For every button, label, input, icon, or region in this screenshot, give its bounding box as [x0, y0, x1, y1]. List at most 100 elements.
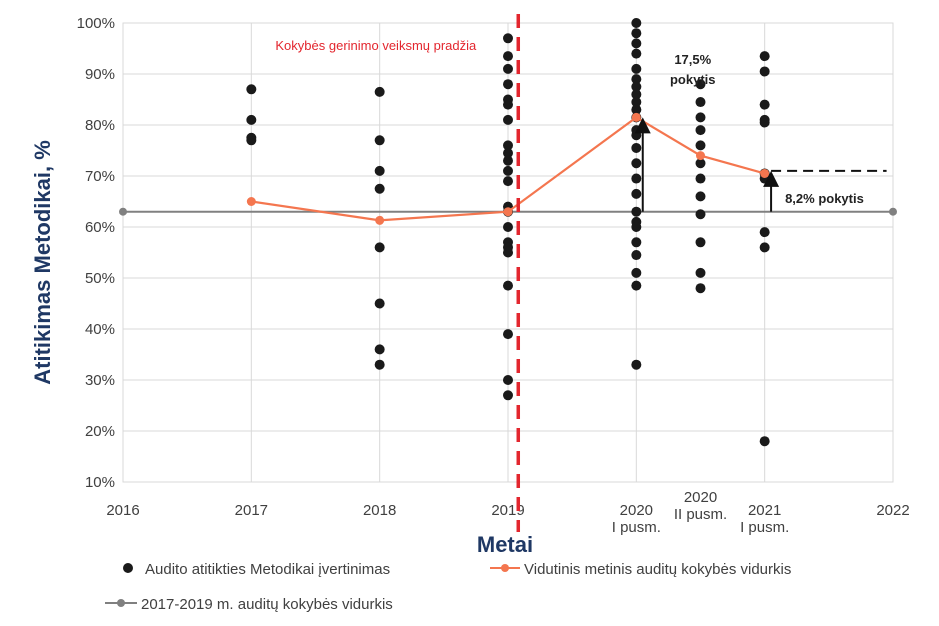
baseline-average-marker — [889, 207, 897, 216]
audit-score-point — [631, 97, 642, 108]
audit-score-point — [374, 86, 385, 97]
audit-score-point — [631, 38, 642, 49]
y-tick-label: 100% — [77, 15, 115, 32]
y-tick-label: 60% — [85, 219, 115, 236]
audit-score-point — [503, 280, 513, 291]
audit-score-point — [695, 283, 706, 294]
audit-score-point — [503, 63, 513, 74]
yearly-average-line — [251, 116, 765, 222]
audit-score-point — [695, 191, 706, 202]
y-tick-label: 80% — [85, 117, 115, 134]
audit-score-point — [503, 33, 513, 44]
audit-score-point — [503, 114, 513, 125]
audit-score-point — [631, 188, 642, 199]
audit-score-point — [695, 112, 706, 123]
x-tick-label: 2021 — [748, 502, 781, 519]
change-label-2021: 8,2% pokytis — [785, 191, 864, 206]
audit-score-point — [631, 359, 642, 370]
audit-score-point — [631, 237, 642, 248]
x-tick-label: 2020 — [684, 489, 717, 506]
audit-score-point — [503, 148, 513, 159]
audit-score-point — [503, 140, 513, 151]
audit-score-point — [631, 63, 642, 74]
audit-score-point — [503, 51, 513, 62]
audit-score-point — [759, 51, 770, 62]
audit-score-point — [503, 222, 513, 232]
audit-score-point — [631, 104, 642, 115]
audit-score-point — [246, 114, 257, 125]
y-tick-label: 40% — [85, 321, 115, 338]
legend-marker-scatter — [123, 563, 133, 573]
audit-score-point — [503, 375, 513, 385]
audit-score-point — [631, 158, 642, 169]
audit-score-point — [631, 89, 642, 100]
audit-score-point — [503, 165, 513, 176]
audit-score-point — [503, 79, 513, 90]
audit-score-point — [374, 135, 385, 146]
yearly-average-marker — [503, 207, 513, 217]
yearly-average-marker — [631, 112, 641, 122]
audit-score-point — [631, 142, 642, 153]
legend-marker-baseline — [117, 599, 125, 607]
change-label-2020: pokytis — [670, 72, 716, 87]
audit-score-point — [246, 84, 257, 95]
x-tick-label: I pusm. — [612, 519, 661, 536]
audit-score-point — [631, 173, 642, 184]
audit-score-point — [246, 135, 257, 146]
y-tick-label: 70% — [85, 168, 115, 185]
audit-score-point — [374, 183, 385, 194]
audit-score-point — [503, 247, 513, 258]
audit-score-point — [631, 28, 642, 39]
audit-score-point — [631, 18, 642, 28]
audit-score-point — [374, 344, 385, 355]
audit-score-point — [695, 125, 706, 136]
improvement-start-label: Kokybės gerinimo veiksmų pradžia — [275, 38, 477, 53]
audit-score-point — [503, 176, 513, 187]
audit-score-point — [631, 267, 642, 278]
audit-score-point — [503, 329, 513, 340]
yearly-average-marker — [696, 151, 705, 161]
y-tick-label: 30% — [85, 372, 115, 389]
legend-label-scatter: Audito atitikties Metodikai įvertinimas — [145, 561, 390, 578]
audit-score-point — [631, 81, 642, 92]
baseline-average-marker — [119, 207, 127, 216]
audit-score-point — [759, 436, 770, 447]
y-tick-label: 20% — [85, 423, 115, 440]
audit-score-point — [631, 250, 642, 261]
legend-label-average: Vidutinis metinis auditų kokybės vidurki… — [524, 561, 791, 578]
audit-score-point — [695, 158, 706, 169]
audit-score-point — [759, 66, 770, 77]
audit-score-point — [503, 155, 513, 166]
yearly-average-marker — [375, 215, 385, 225]
audit-score-point — [374, 359, 385, 370]
legend-label-baseline: 2017-2019 m. auditų kokybės vidurkis — [141, 596, 393, 613]
x-tick-label: 2020 — [620, 502, 653, 519]
audit-score-point — [374, 165, 385, 176]
yearly-average-marker — [246, 197, 256, 206]
x-tick-label: 2018 — [363, 502, 396, 519]
x-tick-label: II pusm. — [674, 506, 727, 523]
audit-score-point — [631, 48, 642, 59]
audit-score-point — [631, 222, 642, 232]
x-axis-title: Metai — [477, 532, 533, 557]
audit-score-point — [503, 99, 513, 110]
audit-score-point — [503, 390, 513, 401]
x-tick-label: 2022 — [876, 502, 909, 519]
y-tick-label: 10% — [85, 474, 115, 491]
x-tick-label: 2016 — [106, 502, 139, 519]
x-tick-label: I pusm. — [740, 519, 789, 536]
audit-score-point — [695, 97, 706, 108]
legend-marker-average — [501, 564, 509, 572]
audit-score-point — [695, 79, 706, 90]
y-tick-label: 50% — [85, 270, 115, 287]
audit-score-point — [695, 173, 706, 184]
audit-score-point — [695, 237, 706, 248]
y-tick-label: 90% — [85, 66, 115, 83]
audit-score-point — [759, 99, 770, 110]
audit-score-point — [374, 298, 385, 309]
audit-score-point — [631, 130, 642, 141]
change-label-2020: 17,5% — [674, 52, 711, 67]
x-tick-label: 2019 — [491, 502, 524, 519]
